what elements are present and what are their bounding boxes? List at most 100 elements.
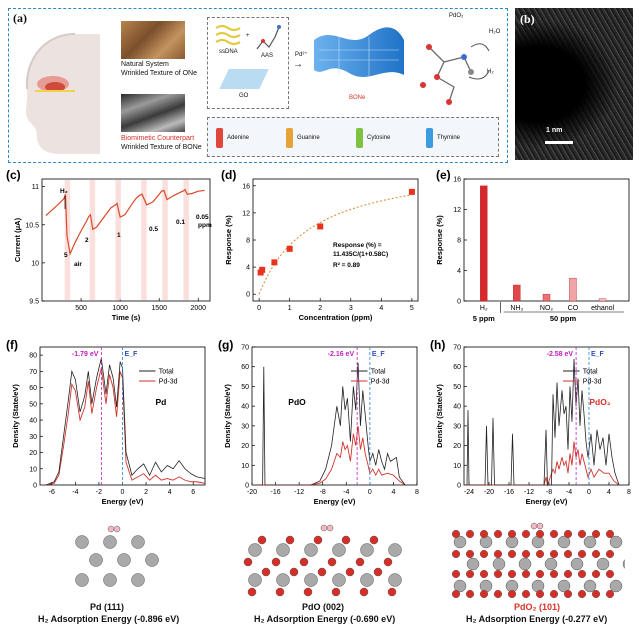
x-tick-label: -8 xyxy=(320,489,326,496)
natural-subtitle: Wrinkled Texture of ONe xyxy=(121,70,197,77)
scale-bar-label: 1 nm xyxy=(546,127,563,134)
x-axis-label: Energy (eV) xyxy=(102,497,144,506)
o-atom xyxy=(479,549,489,559)
x-tick-label: 0 xyxy=(257,305,261,312)
pd-atom xyxy=(479,579,493,593)
o-atom xyxy=(493,549,503,559)
x-axis-label: Energy (eV) xyxy=(526,497,568,506)
aas-molecule-icon xyxy=(256,25,281,50)
y-tick-label: 70 xyxy=(241,345,249,352)
o-atom xyxy=(465,549,475,559)
pd-atom xyxy=(276,543,290,557)
o-atom xyxy=(577,589,587,599)
scale-bar xyxy=(545,141,573,144)
o-atom xyxy=(465,589,475,599)
pd-atom xyxy=(304,543,318,557)
x-tick-label: 8 xyxy=(415,489,419,496)
y-tick-label: 50 xyxy=(241,384,249,391)
annotation: ppm xyxy=(198,222,212,229)
y-tick-label: 4 xyxy=(246,265,250,272)
pd-atom xyxy=(304,573,318,587)
o-atom xyxy=(465,529,475,539)
biomimetic-texture-image xyxy=(121,94,185,132)
pd-atom xyxy=(453,579,467,593)
chart-f-pd-dos: 0 10 20 30 40 50 60 70 80 -6 -4 -2 0 2 4 6 Density (Stat… xyxy=(6,338,206,506)
cytosine-icon xyxy=(356,128,363,148)
base-guanine: Guanine xyxy=(286,128,320,148)
bone-sheet-image xyxy=(314,27,404,77)
bar xyxy=(513,284,521,302)
category-label: ethanol xyxy=(591,305,614,312)
legend-pd3d-label: Pd-3d xyxy=(159,379,178,386)
y-axis-label: Density (State/eV) xyxy=(435,384,444,448)
pdo2-label: PdO₂ xyxy=(449,13,464,19)
y-tick-label: 30 xyxy=(241,423,249,430)
panel-a: (a) Natural System Wrinkled Texture of O… xyxy=(8,8,508,163)
y-tick-label: 30 xyxy=(29,434,37,441)
h2-exposure-band xyxy=(183,180,189,300)
x-tick-label: -12 xyxy=(294,489,304,496)
o-atom xyxy=(243,557,253,567)
y-tick-label: 40 xyxy=(241,404,249,411)
pd-3d-line xyxy=(40,368,206,486)
legend-total-label: Total xyxy=(583,369,598,376)
h-atom xyxy=(326,524,334,532)
adsorption-label-h: H₂ Adsorption Energy (-0.277 eV) xyxy=(466,614,608,624)
panel-label: (c) xyxy=(6,168,21,182)
y-axis-label: Current (μA) xyxy=(13,217,22,262)
y-tick-label: 12 xyxy=(242,210,250,217)
y-tick-label: 60 xyxy=(453,364,461,371)
plot-frame xyxy=(463,178,630,302)
y-tick-label: 8 xyxy=(246,238,250,245)
d-band-center-label: -2.16 eV xyxy=(328,351,355,358)
panel-b-tem-image xyxy=(515,8,633,160)
panel-label: (d) xyxy=(221,168,236,182)
data-point xyxy=(408,188,415,195)
r-squared: R² = 0.89 xyxy=(333,262,360,269)
o-atom xyxy=(479,589,489,599)
x-tick-label: 4 xyxy=(168,489,172,496)
y-tick-label: 20 xyxy=(241,443,249,450)
annotation: 1 xyxy=(117,232,121,239)
y-tick-label: 60 xyxy=(29,385,37,392)
bar xyxy=(569,277,577,302)
y-tick-label: 10.5 xyxy=(25,222,39,229)
y-tick-label: 70 xyxy=(453,345,461,352)
o-atom xyxy=(369,535,379,545)
x-tick-label: -12 xyxy=(524,489,534,496)
pd-3d-line xyxy=(252,425,406,486)
h-atom xyxy=(320,524,328,532)
adsorption-label-f: H₂ Adsorption Energy (-0.896 eV) xyxy=(38,614,180,624)
panel-label: (f) xyxy=(6,338,18,352)
x-tick-label: -16 xyxy=(271,489,281,496)
o-atom xyxy=(591,529,601,539)
x-tick-label: -8 xyxy=(546,489,552,496)
pdo-002-structure xyxy=(243,524,402,597)
h-atom xyxy=(107,525,115,533)
x-tick-label: 1000 xyxy=(112,305,128,312)
o-atom xyxy=(327,557,337,567)
annotation: 0.1 xyxy=(176,219,185,226)
structure-label-g: PdO (002) xyxy=(302,602,345,612)
guanine-icon xyxy=(286,128,293,148)
biomimetic-title: Biomimetic Counterpart xyxy=(121,135,195,142)
legend-pd3d-label: Pd-3d xyxy=(371,379,390,386)
o-atom xyxy=(359,587,369,597)
y-tick-label: 40 xyxy=(453,404,461,411)
category-label: NH₃ xyxy=(510,305,523,312)
annotation: 0.05 xyxy=(196,214,209,221)
o-atom xyxy=(373,567,383,577)
natural-texture-image xyxy=(121,21,185,59)
y-tick-label: 0 xyxy=(457,299,461,306)
o-atom xyxy=(355,557,365,567)
y-tick-label: 10 xyxy=(29,466,37,473)
o-atom xyxy=(577,529,587,539)
x-tick-label: 1500 xyxy=(151,305,167,312)
x-tick-label: 2 xyxy=(144,489,148,496)
fit-equation-2: 11.435C/(1+0.58C) xyxy=(333,251,388,258)
pd-atom xyxy=(609,535,623,549)
aas-label: AAS xyxy=(261,53,274,59)
structure-label-h: PdO₂ (101) xyxy=(514,602,561,612)
material-label: PdO xyxy=(288,397,306,407)
